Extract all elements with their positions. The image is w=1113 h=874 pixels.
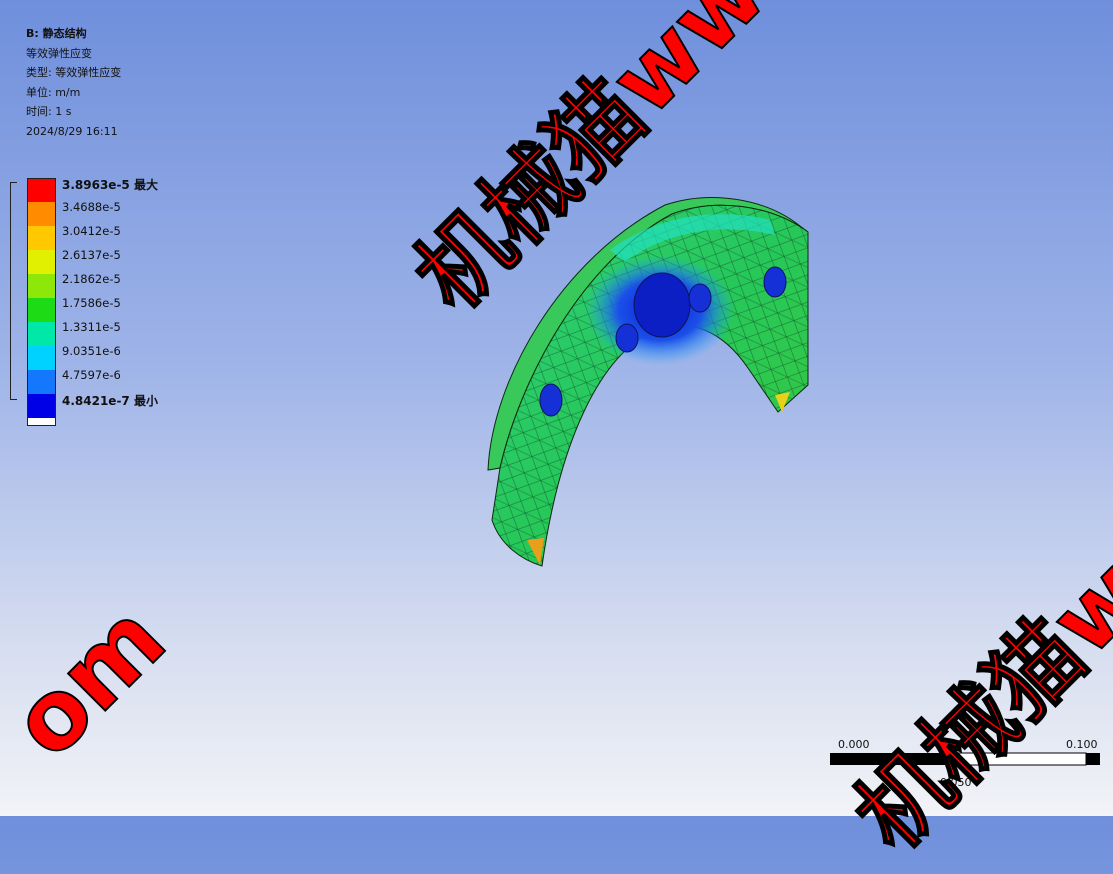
- result-time: 时间: 1 s: [26, 105, 72, 118]
- legend-swatch: [27, 202, 56, 226]
- legend-label: 4.7597e-6: [62, 368, 121, 382]
- legend-label: 4.8421e-7 最小: [62, 394, 158, 408]
- scale-label-left: 0.000: [838, 738, 870, 751]
- legend-label: 3.4688e-5: [62, 200, 121, 214]
- legend-label: 9.0351e-6: [62, 344, 121, 358]
- result-date: 2024/8/29 16:11: [26, 124, 118, 138]
- legend-swatch: [27, 274, 56, 298]
- legend-label: 2.1862e-5: [62, 272, 121, 286]
- legend-label: 3.0412e-5: [62, 224, 121, 238]
- bearing-segment-part[interactable]: [487, 197, 809, 567]
- legend-label: 1.3311e-5: [62, 320, 121, 334]
- legend-swatch: [27, 346, 56, 370]
- legend-label: 2.6137e-5: [62, 248, 121, 262]
- legend-swatch: [27, 370, 56, 394]
- result-info-panel: B: 静态结构 等效弹性应变 类型: 等效弹性应变 单位: m/m 时间: 1 …: [26, 24, 121, 141]
- legend-swatch-min: [27, 418, 56, 426]
- legend-label: 1.7586e-5: [62, 296, 121, 310]
- legend-swatch: [27, 322, 56, 346]
- legend-swatch: [27, 178, 56, 203]
- legend-swatch: [27, 226, 56, 250]
- legend-label: 3.8963e-5 最大: [62, 178, 158, 192]
- result-type: 类型: 等效弹性应变: [26, 66, 122, 79]
- result-unit: 单位: m/m: [26, 85, 81, 99]
- legend-bracket: [10, 182, 17, 400]
- scale-bar: 0.000 0.100 0.050: [830, 738, 1100, 798]
- scale-label-middle: 0.050: [940, 776, 972, 789]
- scale-label-right: 0.100: [1066, 738, 1098, 751]
- analysis-title: B: 静态结构: [26, 27, 87, 40]
- legend-swatch: [27, 250, 56, 274]
- result-name: 等效弹性应变: [26, 46, 92, 60]
- legend-swatch: [27, 298, 56, 322]
- legend-swatch: [27, 394, 56, 418]
- model-viewport[interactable]: [0, 0, 1113, 816]
